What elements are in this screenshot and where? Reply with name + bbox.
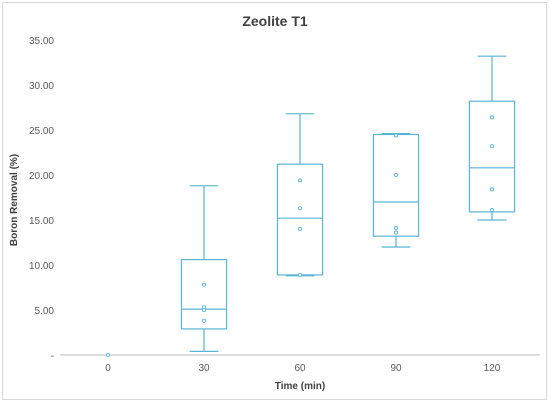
box-group [468,55,516,221]
data-point [297,178,303,183]
box-group [105,352,111,358]
data-point [393,172,399,178]
iqr-box [180,259,228,330]
y-tick-label: 25.00 [29,126,54,137]
data-point [201,282,207,287]
x-tick-label: 0 [105,363,111,374]
y-axis-title: Boron Removal (%) [9,154,20,246]
box-group [180,185,228,352]
y-tick-label: - [51,351,54,362]
x-axis-ticks: 0 30 60 90 120 [105,363,501,374]
box-group [276,113,324,277]
box-group [372,133,420,248]
data-point [297,272,303,277]
data-point [201,318,207,323]
x-axis-title: Time (min) [275,381,325,392]
y-tick-label: 20.00 [29,171,54,182]
data-point [201,305,207,310]
data-point [393,226,399,231]
data-point [297,226,303,232]
data-point [393,230,399,235]
data-point [489,187,495,192]
data-point [489,144,495,149]
x-tick-label: 90 [390,363,402,374]
data-point [105,352,111,358]
x-tick-label: 120 [484,363,501,374]
data-point [489,115,495,120]
x-tick-label: 60 [294,363,306,374]
y-tick-label: 30.00 [29,81,54,92]
chart-title: Zeolite T1 [242,13,308,29]
y-tick-label: 5.00 [35,306,55,317]
x-tick-label: 30 [198,363,210,374]
data-point [297,206,303,211]
y-tick-label: 10.00 [29,261,54,272]
data-point [393,133,399,138]
box-series [105,55,516,358]
data-point [489,208,495,213]
y-axis-ticks: - 5.00 10.00 15.00 20.00 25.00 30.00 35.00 [29,36,54,362]
chart-area [2,2,547,400]
y-tick-label: 15.00 [29,216,54,227]
y-tick-label: 35.00 [29,36,54,47]
iqr-box [372,133,420,237]
